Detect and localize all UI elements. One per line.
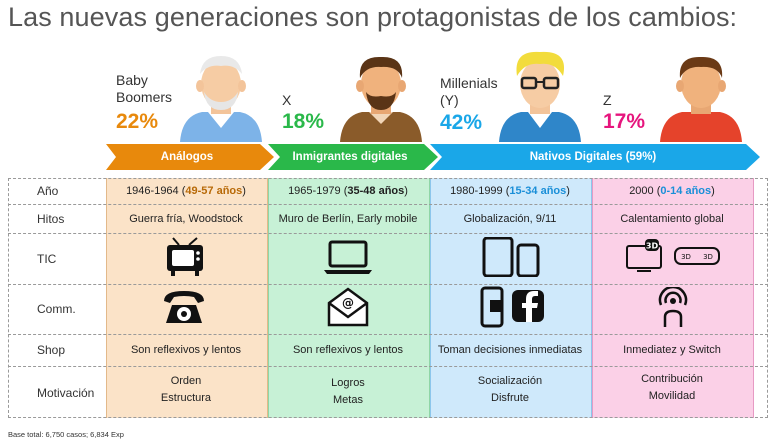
arrow-inmigrantes <box>268 144 438 170</box>
year-close: ) <box>566 185 570 197</box>
hitos-cell-z: Calentamiento global <box>620 213 724 225</box>
laptop-icon <box>324 240 372 274</box>
arrow-nativos <box>430 144 760 170</box>
email-icon: @ <box>327 287 369 327</box>
gen-label-x: X <box>282 92 292 108</box>
shop-cell-x: Son reflexivos y lentos <box>292 344 404 356</box>
gen-label-z: Z <box>603 92 612 108</box>
age-range: 15-34 años <box>509 185 567 197</box>
row-divider <box>8 284 768 285</box>
motivacion-line-1: Contribución <box>641 373 703 385</box>
motivacion-line-2: Movilidad <box>648 390 696 402</box>
tv-icon <box>167 237 203 276</box>
arrow-analogos-label: Análogos <box>160 151 214 163</box>
year-close: ) <box>404 185 408 197</box>
svg-text:3D: 3D <box>646 242 659 251</box>
svg-text:@: @ <box>342 296 354 310</box>
column-millenials <box>430 178 592 418</box>
year-range: 1980-1999 ( <box>450 185 510 197</box>
row-label-ano: Año <box>37 184 59 198</box>
arrow-analogos <box>106 144 274 170</box>
motivacion-line-1: Socialización <box>477 375 543 387</box>
motivacion-cell-z: Contribución Movilidad <box>592 371 752 405</box>
column-divider <box>8 178 9 418</box>
row-divider <box>8 178 768 179</box>
row-label-hitos: Hitos <box>37 212 65 226</box>
3d-tv-icon: 3D 3D 3D <box>626 239 720 272</box>
age-range: 35-48 años <box>347 185 405 197</box>
gen-pct-baby-boomers: 22% <box>116 110 159 133</box>
arrow-nativos-label: Nativos Digitales (59%) <box>529 151 657 163</box>
column-baby-boomers <box>106 178 268 418</box>
year-range: 1946-1964 ( <box>126 185 186 197</box>
year-range: 1965-1979 ( <box>288 185 348 197</box>
millenial-avatar <box>499 51 581 142</box>
year-cell-x: 1965-1979 (35-48 años) <box>268 183 428 200</box>
shop-cell-z: Inmediatez y Switch <box>623 344 721 356</box>
row-divider <box>8 417 768 418</box>
gen-label-baby-boomers: Baby Boomers <box>116 72 173 105</box>
gen-pct-millenials: 42% <box>440 111 483 134</box>
svg-text:3D: 3D <box>681 253 691 261</box>
gen-z-avatar <box>660 56 742 142</box>
year-close: ) <box>242 185 246 197</box>
row-label-shop: Shop <box>37 343 66 357</box>
page-title: Las nuevas generaciones son protagonista… <box>8 2 738 32</box>
hitos-cell-baby-boomers: Guerra fría, Woodstock <box>129 213 243 225</box>
motivacion-cell-baby-boomers: Orden Estructura <box>106 373 266 407</box>
hitos-cell-millenials: Globalización, 9/11 <box>463 213 557 225</box>
age-range: 0-14 años <box>660 185 712 197</box>
year-close: ) <box>711 185 715 197</box>
year-range: 2000 ( <box>629 185 661 197</box>
motivacion-line-1: Orden <box>170 375 202 387</box>
row-divider <box>8 204 768 205</box>
motivacion-line-2: Estructura <box>160 392 212 404</box>
arrow-inmigrantes-label: Inmigrantes digitales <box>292 151 408 163</box>
motivacion-cell-x: Logros Metas <box>268 375 428 409</box>
year-cell-baby-boomers: 1946-1964 (49-57 años) <box>106 183 266 200</box>
telephone-icon <box>164 291 204 323</box>
gen-pct-z: 17% <box>603 110 646 133</box>
tablet-phone-icon <box>482 237 540 277</box>
age-range: 49-57 años <box>185 185 243 197</box>
footnote: Base total: 6,750 casos; 6,834 Exp <box>8 430 124 439</box>
hitos-cell-x: Muro de Berlín, Early mobile <box>278 213 418 225</box>
motivacion-line-1: Logros <box>331 377 365 389</box>
year-cell-millenials: 1980-1999 (15-34 años) <box>430 183 590 200</box>
motivacion-line-2: Metas <box>333 394 363 406</box>
row-divider <box>8 334 768 335</box>
row-divider <box>8 233 768 234</box>
shop-cell-baby-boomers: Son reflexivos y lentos <box>130 344 242 356</box>
row-label-motivacion: Motivación <box>37 386 95 400</box>
gen-label-millenials: Millenials (Y) <box>440 75 498 108</box>
motivacion-line-2: Disfrute <box>491 392 529 404</box>
gen-x-avatar <box>340 56 422 142</box>
year-cell-z: 2000 (0-14 años) <box>592 183 752 200</box>
phone-facebook-icon <box>480 286 544 328</box>
svg-text:3D: 3D <box>703 253 713 261</box>
baby-boomer-avatar <box>180 56 262 142</box>
column-divider <box>767 178 768 418</box>
row-label-comm: Comm. <box>37 302 76 316</box>
shop-cell-millenials: Toman decisiones inmediatas <box>437 344 583 356</box>
row-divider <box>8 366 768 367</box>
motivacion-cell-millenials: Socialización Disfrute <box>430 373 590 407</box>
gen-pct-x: 18% <box>282 110 325 133</box>
wireless-user-icon <box>658 287 688 327</box>
row-label-tic: TIC <box>37 252 57 266</box>
